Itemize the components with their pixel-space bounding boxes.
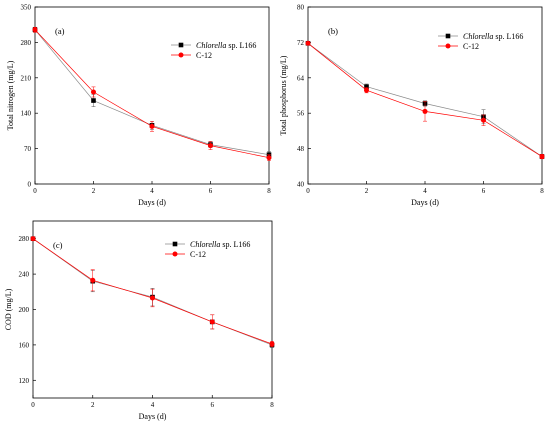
- x-tick-label: 6: [211, 401, 215, 409]
- data-point-c12: [149, 123, 155, 129]
- data-point-chlorella: [364, 84, 369, 89]
- x-axis-title: Days (d): [139, 412, 167, 421]
- y-tick-label: 0: [28, 181, 32, 189]
- legend-label-chlorella: Chlorella sp. L166: [463, 32, 523, 41]
- y-axis-title: Total phosphorus (mg/L): [279, 55, 288, 135]
- x-tick-label: 0: [31, 401, 35, 409]
- data-point-c12: [305, 40, 311, 46]
- x-tick-label: 4: [150, 187, 154, 195]
- legend-label-chlorella-strain: sp. L166: [220, 240, 250, 249]
- data-point-c12: [91, 89, 96, 95]
- y-tick-label: 80: [297, 4, 305, 12]
- legend-label-chlorella-genus: Chlorella: [463, 32, 493, 41]
- legend-label-c12: C-12: [190, 250, 206, 259]
- data-point-c12: [266, 155, 272, 161]
- y-tick-label: 64: [297, 74, 305, 82]
- legend-label-chlorella-strain: sp. L166: [493, 32, 523, 41]
- legend-marker-chlorella: [178, 42, 184, 48]
- x-axis-title: Days (d): [411, 198, 439, 207]
- y-tick-label: 240: [19, 271, 30, 279]
- x-tick-label: 4: [423, 187, 427, 195]
- data-point-chlorella: [91, 98, 96, 103]
- x-tick-label: 8: [267, 187, 271, 195]
- x-tick-label: 2: [365, 187, 369, 195]
- data-point-c12: [90, 277, 96, 283]
- legend-label-chlorella-genus: Chlorella: [190, 240, 220, 249]
- y-axis-title: COD (mg/L): [4, 288, 13, 330]
- y-tick-label: 56: [297, 110, 305, 118]
- chart-panel-1: 0 2 4 6 8 40 48 56 64 72 80 Days (d) Total phosphoru…: [279, 4, 545, 207]
- y-tick-label: 120: [19, 377, 30, 385]
- chart-panel-2: 0 2 4 6 8 120 160 200 240 280 Days (d) COD (mg/L) (c…: [4, 220, 275, 421]
- x-tick-label: 4: [151, 401, 155, 409]
- data-point-c12: [209, 319, 215, 325]
- y-tick-label: 210: [21, 74, 32, 82]
- legend-marker-c12: [172, 251, 178, 257]
- panel-label: (b): [328, 26, 338, 36]
- data-point-c12: [422, 108, 428, 114]
- x-tick-label: 0: [306, 187, 310, 195]
- series-line-chlorella: [307, 43, 543, 157]
- y-tick-label: 72: [297, 39, 305, 47]
- x-tick-label: 8: [540, 187, 544, 195]
- panel-label: (a): [55, 26, 65, 36]
- data-point-c12: [208, 143, 213, 149]
- x-tick-label: 0: [33, 187, 37, 195]
- data-point-c12: [30, 236, 36, 242]
- legend-label-chlorella: Chlorella sp. L166: [196, 41, 256, 50]
- data-point-c12: [32, 27, 38, 33]
- x-axis-title: Days (d): [138, 198, 166, 207]
- legend-label-c12: C-12: [196, 51, 212, 60]
- y-tick-label: 200: [19, 306, 30, 314]
- y-tick-label: 70: [24, 145, 32, 153]
- y-tick-label: 280: [19, 235, 30, 243]
- y-tick-label: 160: [19, 341, 30, 349]
- data-point-c12: [364, 87, 369, 93]
- data-point-c12: [150, 295, 155, 301]
- data-point-c12: [539, 154, 545, 160]
- x-tick-label: 8: [270, 401, 274, 409]
- data-point-c12: [481, 117, 486, 123]
- plot-frame: [34, 6, 270, 185]
- series-line-c12: [307, 43, 543, 157]
- y-tick-label: 40: [297, 181, 305, 189]
- y-tick-label: 280: [21, 39, 32, 47]
- x-tick-label: 6: [209, 187, 213, 195]
- legend-label-chlorella-genus: Chlorella: [196, 41, 226, 50]
- data-point-c12: [269, 341, 275, 347]
- panel-label: (c): [53, 240, 63, 250]
- legend-marker-c12: [445, 43, 451, 49]
- legend-marker-chlorella: [445, 33, 451, 39]
- y-tick-label: 140: [21, 110, 32, 118]
- y-axis-title: Total nitrogen (mg/L): [6, 60, 15, 130]
- chart-panel-0: 0 2 4 6 8 0 70 140 210 280 350 Days (d) Total nitrog…: [6, 4, 272, 207]
- y-tick-label: 48: [297, 145, 305, 153]
- x-tick-label: 2: [91, 401, 95, 409]
- x-tick-label: 6: [482, 187, 486, 195]
- x-tick-label: 2: [92, 187, 96, 195]
- legend-label-c12: C-12: [463, 42, 479, 51]
- legend-marker-c12: [178, 52, 184, 58]
- y-tick-label: 350: [21, 4, 32, 12]
- legend-label-chlorella-strain: sp. L166: [226, 41, 256, 50]
- legend-label-chlorella: Chlorella sp. L166: [190, 240, 250, 249]
- legend-marker-chlorella: [172, 241, 178, 247]
